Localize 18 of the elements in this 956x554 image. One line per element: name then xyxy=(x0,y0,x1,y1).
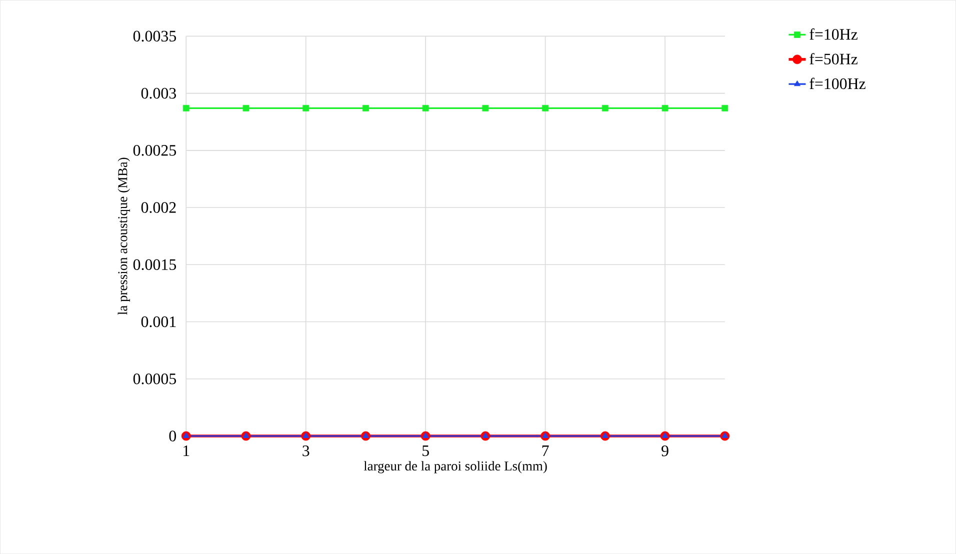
y-axis-title: la pression acoustique (MBa) xyxy=(118,158,130,315)
legend-label: f=100Hz xyxy=(810,78,866,90)
legend-label: f=50Hz xyxy=(810,52,858,64)
x-tick-label: 9 xyxy=(662,445,668,456)
y-tick-label: 0.003 xyxy=(141,88,176,99)
y-tick-label: 0.0035 xyxy=(133,30,176,42)
y-tick-label: 0.002 xyxy=(141,202,176,213)
y-tick-label: 0.0005 xyxy=(133,373,176,384)
legend-label: f=10Hz xyxy=(810,28,858,40)
x-tick-label: 5 xyxy=(422,445,429,456)
x-tick-label: 1 xyxy=(184,445,190,456)
y-tick-label: 0.0025 xyxy=(133,144,176,156)
y-tick-label: 0.001 xyxy=(141,316,176,328)
x-tick-label: 7 xyxy=(542,445,549,456)
y-tick-label: 0.0015 xyxy=(133,259,176,270)
x-tick-label: 3 xyxy=(302,445,310,456)
x-axis-title: largeur de la paroi soliide Ls(mm) xyxy=(364,460,547,474)
y-tick-label: 0 xyxy=(169,430,176,442)
